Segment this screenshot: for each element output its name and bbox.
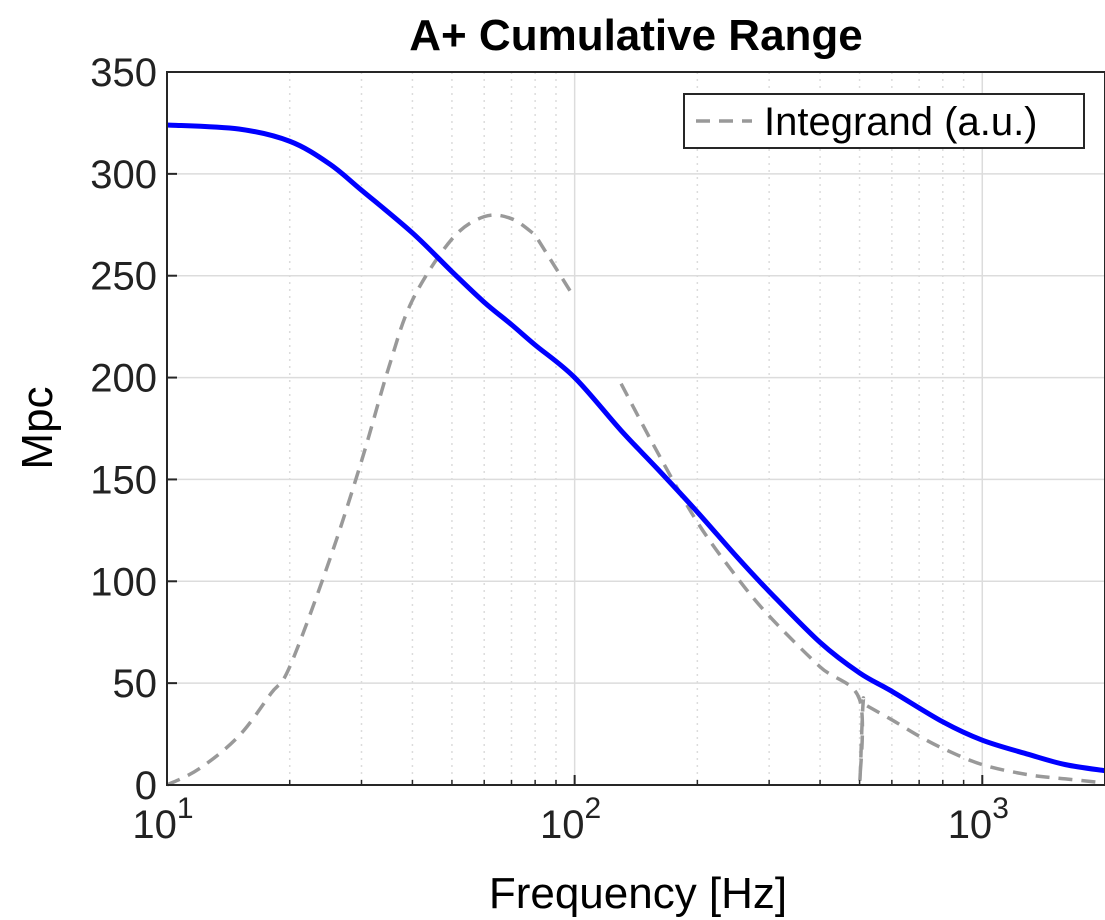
y-tick-label: 250	[90, 255, 157, 299]
y-tick-label: 0	[135, 764, 157, 808]
legend-integrand-label: Integrand (a.u.)	[764, 100, 1038, 144]
chart-title: A+ Cumulative Range	[409, 11, 863, 60]
legend: Integrand (a.u.)	[683, 93, 1085, 149]
integrand-line	[166, 213, 1105, 787]
y-tick-label: 50	[113, 662, 158, 706]
axis-ticks	[166, 71, 1105, 786]
y-axis-label: Mpc	[13, 386, 62, 469]
plot-frame	[166, 71, 1105, 786]
cumulative-range-line	[166, 122, 1105, 774]
x-axis-label: Frequency [Hz]	[489, 869, 787, 918]
y-tick-label: 100	[90, 560, 157, 604]
y-tick-label: 150	[90, 458, 157, 502]
series-lines	[166, 122, 1105, 787]
y-tick-label: 200	[90, 357, 157, 401]
y-tick-label: 300	[90, 153, 157, 197]
y-tick-label: 350	[90, 51, 157, 95]
